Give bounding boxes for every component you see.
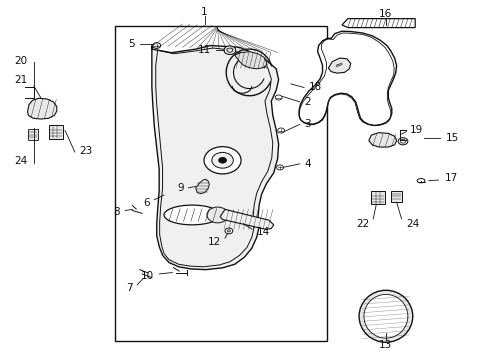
Polygon shape bbox=[27, 98, 57, 119]
Text: 8: 8 bbox=[113, 207, 120, 217]
Circle shape bbox=[227, 230, 230, 232]
Text: 15: 15 bbox=[445, 133, 458, 143]
Ellipse shape bbox=[163, 205, 220, 225]
Text: 24: 24 bbox=[14, 156, 27, 166]
Text: 10: 10 bbox=[141, 271, 154, 281]
Circle shape bbox=[277, 128, 284, 133]
Polygon shape bbox=[368, 133, 396, 147]
Circle shape bbox=[224, 46, 235, 54]
Text: 5: 5 bbox=[128, 40, 135, 49]
Circle shape bbox=[211, 152, 233, 168]
Text: 13: 13 bbox=[379, 340, 392, 350]
Ellipse shape bbox=[358, 290, 412, 342]
Text: 22: 22 bbox=[356, 219, 369, 229]
FancyBboxPatch shape bbox=[390, 191, 401, 202]
Text: 4: 4 bbox=[304, 159, 310, 169]
Polygon shape bbox=[341, 19, 414, 28]
Circle shape bbox=[206, 207, 228, 223]
Circle shape bbox=[218, 157, 226, 163]
Bar bbox=[115, 26, 327, 341]
Polygon shape bbox=[299, 31, 396, 126]
Circle shape bbox=[276, 165, 283, 170]
Text: 21: 21 bbox=[14, 75, 27, 85]
Polygon shape bbox=[195, 179, 209, 194]
FancyBboxPatch shape bbox=[27, 129, 38, 140]
Circle shape bbox=[397, 138, 407, 145]
Ellipse shape bbox=[363, 294, 407, 338]
Text: 17: 17 bbox=[444, 173, 457, 183]
Text: 14: 14 bbox=[256, 227, 269, 237]
Circle shape bbox=[226, 48, 232, 52]
Text: 18: 18 bbox=[308, 82, 322, 93]
FancyBboxPatch shape bbox=[370, 191, 384, 204]
Text: 2: 2 bbox=[304, 97, 310, 107]
Circle shape bbox=[153, 42, 160, 48]
Text: 12: 12 bbox=[207, 237, 221, 247]
Text: 20: 20 bbox=[14, 56, 27, 66]
Text: 24: 24 bbox=[406, 219, 419, 229]
Text: 23: 23 bbox=[80, 145, 93, 156]
Circle shape bbox=[203, 147, 241, 174]
Text: 19: 19 bbox=[409, 125, 423, 135]
FancyBboxPatch shape bbox=[49, 125, 63, 139]
Text: 6: 6 bbox=[142, 198, 149, 208]
Polygon shape bbox=[234, 51, 266, 69]
Text: 7: 7 bbox=[125, 283, 132, 293]
Text: 3: 3 bbox=[304, 120, 310, 129]
Polygon shape bbox=[328, 58, 350, 73]
Polygon shape bbox=[220, 210, 273, 229]
Text: 11: 11 bbox=[198, 45, 211, 55]
Text: 9: 9 bbox=[177, 183, 183, 193]
Circle shape bbox=[275, 95, 282, 100]
Circle shape bbox=[400, 139, 405, 143]
Text: 16: 16 bbox=[379, 9, 392, 19]
Circle shape bbox=[224, 228, 232, 234]
Text: 1: 1 bbox=[201, 7, 207, 17]
Polygon shape bbox=[152, 45, 278, 270]
